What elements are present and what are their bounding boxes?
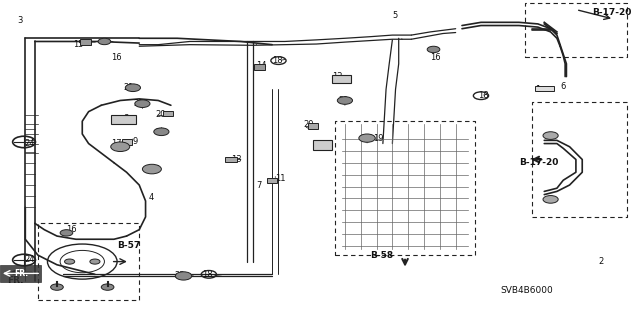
Bar <box>332 75 351 83</box>
Bar <box>122 139 132 145</box>
Text: 11: 11 <box>275 174 286 183</box>
Text: 19: 19 <box>373 134 384 143</box>
Text: 16: 16 <box>111 53 122 62</box>
Text: 23: 23 <box>174 271 185 280</box>
Bar <box>308 123 318 129</box>
Text: 7: 7 <box>256 181 262 189</box>
Text: 1: 1 <box>535 85 540 94</box>
Text: 16: 16 <box>67 225 77 234</box>
Circle shape <box>90 259 100 264</box>
Bar <box>225 157 237 162</box>
Text: 21: 21 <box>124 83 134 92</box>
Text: 16: 16 <box>430 53 441 62</box>
Polygon shape <box>535 86 554 91</box>
Text: 15: 15 <box>73 40 83 49</box>
Circle shape <box>135 100 150 108</box>
Bar <box>0 265 41 282</box>
Circle shape <box>543 132 558 139</box>
Text: 17: 17 <box>111 139 122 148</box>
Text: 24: 24 <box>24 139 35 148</box>
Text: 18: 18 <box>272 56 283 65</box>
Text: 4: 4 <box>148 193 154 202</box>
Circle shape <box>337 97 353 104</box>
Circle shape <box>142 164 161 174</box>
Text: 18: 18 <box>478 91 488 100</box>
Text: 22: 22 <box>155 128 166 137</box>
Text: FR.: FR. <box>8 276 24 285</box>
Text: 21: 21 <box>133 99 143 108</box>
Text: 21: 21 <box>339 96 349 105</box>
Circle shape <box>175 272 192 280</box>
Text: B-57: B-57 <box>117 241 140 250</box>
Text: FR.: FR. <box>14 269 28 278</box>
Circle shape <box>125 84 141 92</box>
Circle shape <box>51 284 63 290</box>
Text: B-58: B-58 <box>370 251 394 260</box>
Text: SVB4B6000: SVB4B6000 <box>500 286 553 295</box>
Text: 13: 13 <box>231 155 242 164</box>
Bar <box>111 115 136 124</box>
Text: 8: 8 <box>124 114 129 122</box>
Text: 5: 5 <box>392 11 397 20</box>
Text: 12: 12 <box>332 72 343 81</box>
Text: 6: 6 <box>560 82 566 91</box>
Circle shape <box>60 230 73 236</box>
Text: B-17-20: B-17-20 <box>592 8 631 17</box>
Text: 2: 2 <box>598 257 604 266</box>
Text: 24: 24 <box>24 256 35 264</box>
Bar <box>80 39 91 45</box>
Circle shape <box>98 38 111 45</box>
Bar <box>267 178 277 183</box>
Bar <box>254 64 265 70</box>
Text: B-17-20: B-17-20 <box>519 158 558 167</box>
Text: 20: 20 <box>155 110 166 119</box>
Text: 3: 3 <box>18 16 23 25</box>
Bar <box>313 140 332 150</box>
Circle shape <box>543 196 558 203</box>
Text: 9: 9 <box>133 137 138 146</box>
Text: 17: 17 <box>148 165 159 174</box>
Circle shape <box>427 46 440 53</box>
Text: 18: 18 <box>202 270 213 279</box>
Circle shape <box>111 142 130 152</box>
Circle shape <box>154 128 169 136</box>
Text: 14: 14 <box>256 61 267 70</box>
Circle shape <box>101 284 114 290</box>
Circle shape <box>359 134 375 142</box>
Circle shape <box>65 259 75 264</box>
Bar <box>163 111 173 116</box>
Text: 10: 10 <box>323 141 333 150</box>
Text: 20: 20 <box>304 120 314 129</box>
